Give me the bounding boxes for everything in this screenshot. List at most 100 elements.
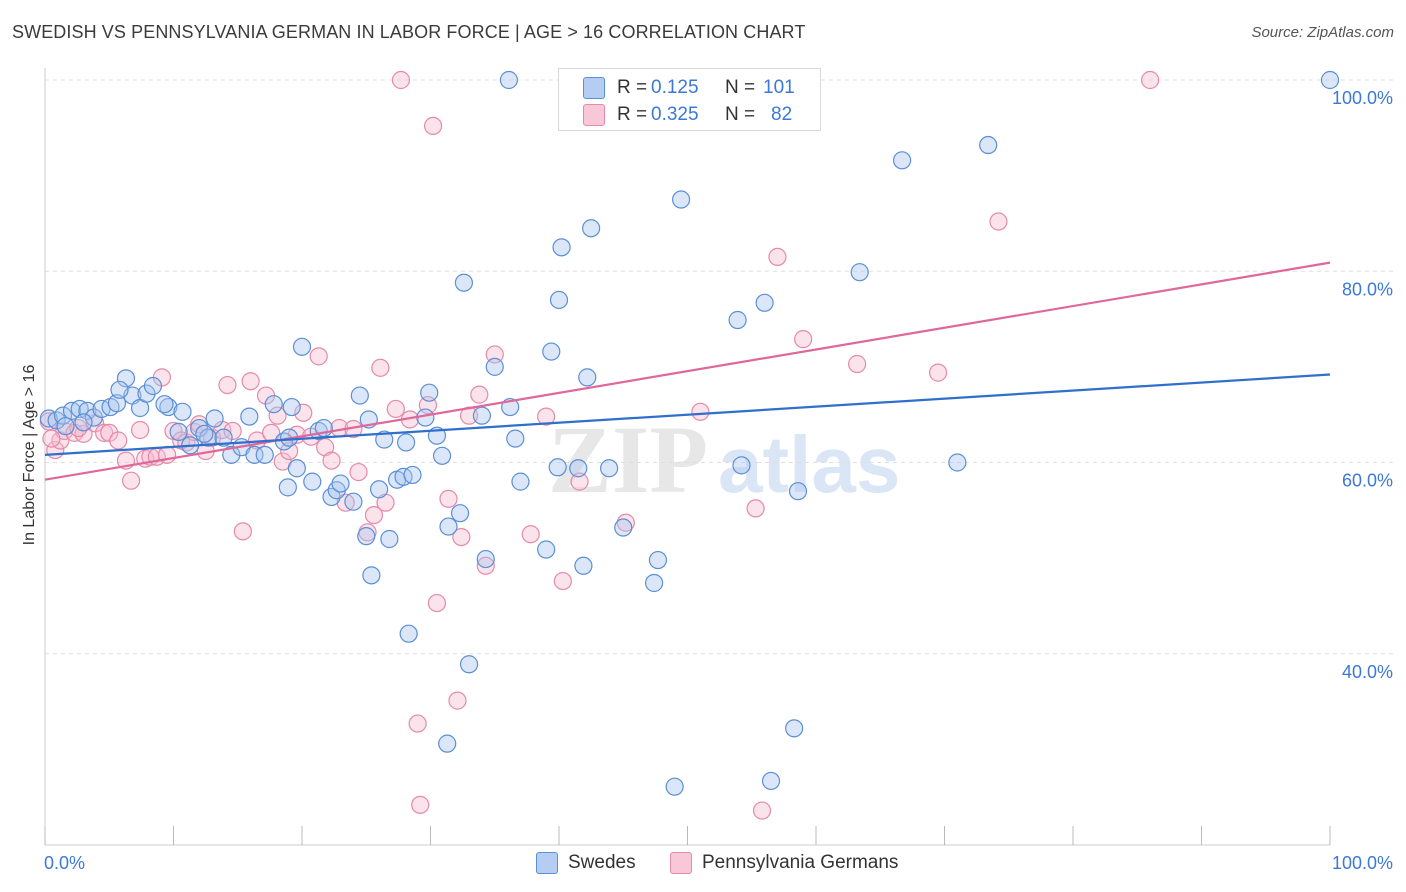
data-point [582, 219, 601, 238]
data-point [768, 247, 787, 267]
data-point [233, 522, 252, 541]
data-point [542, 342, 561, 361]
data-point [574, 556, 593, 575]
data-point [788, 482, 808, 501]
data-point [420, 383, 439, 402]
data-point [396, 433, 416, 452]
data-point [569, 459, 588, 478]
data-point [665, 777, 684, 796]
data-point [303, 472, 322, 491]
data-point [616, 513, 635, 532]
data-point [423, 116, 443, 136]
data-point [614, 518, 633, 537]
data-point [506, 429, 525, 448]
data-point [95, 423, 114, 442]
r-value: 0.125 [651, 77, 699, 98]
data-point [439, 517, 458, 536]
data-point [287, 459, 306, 478]
pennsylvania-germans-points [39, 70, 1160, 820]
data-point [472, 406, 491, 425]
data-point [408, 714, 427, 733]
data-point [548, 458, 567, 477]
data-point [240, 407, 259, 426]
source-label: Source: ZipAtlas.com [1251, 24, 1394, 41]
pennsylvania-germans-legend-label: Pennsylvania Germans [702, 852, 899, 873]
n-label: N = [725, 77, 756, 98]
data-point [732, 456, 751, 475]
swedes-points [39, 70, 1340, 796]
data-point [222, 445, 241, 464]
data-point [214, 428, 233, 447]
data-point [761, 771, 781, 791]
data-point [344, 492, 363, 511]
data-point [350, 386, 369, 405]
x-tick-label: 0.0% [44, 853, 85, 873]
r-label: R = [617, 77, 648, 98]
data-point [205, 409, 224, 428]
data-point [164, 421, 183, 441]
data-point [370, 480, 389, 499]
data-point [364, 505, 384, 525]
data-point [537, 407, 556, 426]
data-point [476, 556, 495, 575]
data-point [928, 363, 948, 382]
data-point [375, 430, 394, 449]
data-point [1320, 70, 1340, 90]
data-point [671, 190, 691, 209]
data-point [439, 489, 458, 508]
data-point [521, 525, 540, 544]
data-point [452, 527, 471, 547]
data-point [371, 358, 390, 377]
data-point [427, 593, 447, 613]
data-point [485, 345, 504, 364]
data-point [173, 402, 192, 421]
data-point [450, 504, 470, 523]
data-point [848, 354, 867, 374]
swedes-swatch [583, 77, 605, 99]
data-point [292, 337, 312, 356]
data-point [116, 369, 136, 388]
data-point [979, 135, 998, 155]
data-point [218, 375, 237, 395]
watermark-zip: ZIP [548, 406, 708, 513]
data-point [331, 474, 350, 493]
data-point [107, 394, 127, 413]
data-point [282, 397, 301, 417]
legend-row-swedes: R = 0.125 N = 101 [559, 74, 820, 100]
data-point [537, 540, 556, 559]
y-tick-label: 80.0% [1342, 279, 1393, 299]
data-point [280, 441, 299, 461]
data-point [155, 395, 174, 414]
data-point [380, 529, 399, 549]
data-point [51, 431, 70, 450]
data-point [1140, 70, 1160, 90]
data-point [42, 429, 61, 448]
data-point [511, 472, 530, 491]
data-point [459, 655, 479, 674]
data-point [470, 385, 489, 404]
data-point [454, 273, 474, 292]
data-point [357, 527, 376, 546]
data-point [553, 571, 572, 591]
data-point [552, 238, 571, 257]
watermark: ZIP atlas [548, 406, 900, 513]
data-point [53, 406, 73, 425]
data-point [850, 263, 869, 282]
y-tick-label: 100.0% [1332, 88, 1393, 108]
data-point [223, 421, 242, 441]
data-point [746, 499, 765, 518]
data-point [785, 719, 804, 738]
n-value: 82 [771, 104, 793, 125]
data-point [644, 573, 664, 593]
swedes-trend-line [44, 373, 1331, 456]
swedes-legend-swatch [536, 852, 558, 874]
data-point [438, 734, 457, 753]
data-point [278, 478, 297, 497]
data-point [794, 330, 813, 349]
data-point [322, 451, 341, 470]
correlation-legend: R = 0.125 N = 101 R = 0.325 N = 82 [558, 68, 821, 131]
data-point [432, 446, 452, 465]
data-point [403, 465, 422, 485]
n-label: N = [725, 104, 756, 125]
y-tick-label: 60.0% [1342, 471, 1393, 491]
